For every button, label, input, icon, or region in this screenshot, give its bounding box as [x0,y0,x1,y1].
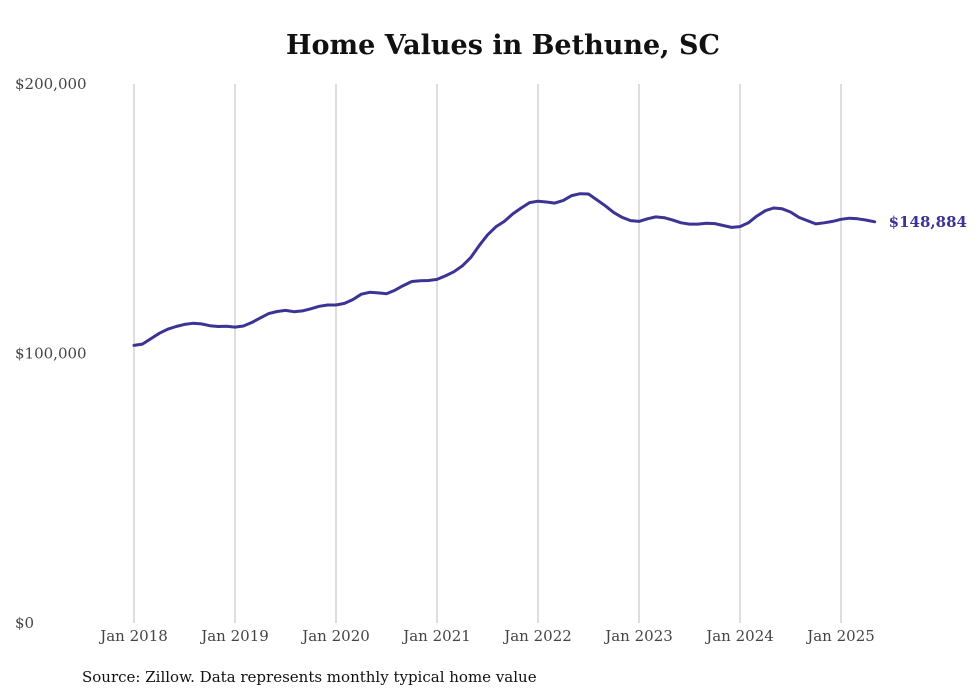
annotations: $148,884 [889,213,967,231]
y-tick-label: $100,000 [15,345,87,363]
end-value-label: $148,884 [889,213,967,231]
x-tick-label: Jan 2021 [401,627,471,645]
x-tick-label: Jan 2022 [502,627,572,645]
y-axis: $0 $100,000 $200,000 [15,75,87,632]
x-tick-label: Jan 2020 [300,627,370,645]
x-tick-label: Jan 2018 [98,627,168,645]
x-axis: Jan 2018 Jan 2019 Jan 2020 Jan 2021 Jan 2022… [98,627,875,645]
y-tick-label: $0 [15,614,34,632]
chart-title: Home Values in Bethune, SC [286,30,720,61]
source-note: Source: Zillow. Data represents monthly … [82,668,537,686]
x-tick-label: Jan 2025 [805,627,875,645]
x-tick-label: Jan 2024 [704,627,774,645]
series [132,192,877,347]
gridlines [133,84,842,623]
x-tick-label: Jan 2019 [199,627,269,645]
y-tick-label: $200,000 [15,75,87,93]
x-tick-label: Jan 2023 [603,627,673,645]
series-line [132,192,877,347]
